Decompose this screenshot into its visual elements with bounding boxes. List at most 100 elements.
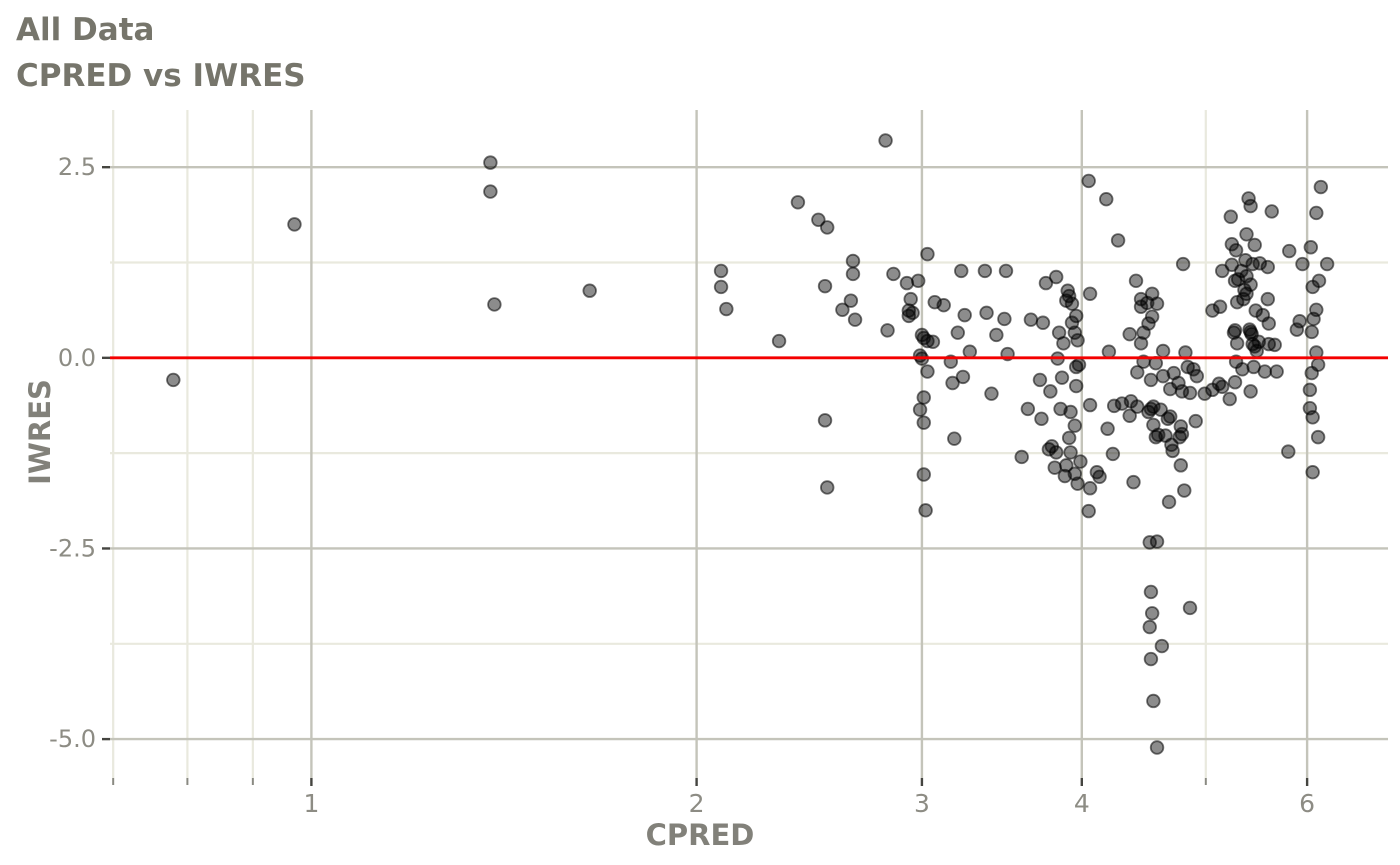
data-point (955, 369, 971, 385)
data-point (1143, 651, 1159, 667)
data-point (916, 467, 931, 482)
data-point (1122, 408, 1137, 423)
data-point (1173, 458, 1188, 473)
data-point (1155, 368, 1171, 384)
data-point (1319, 256, 1335, 272)
data-point (1289, 322, 1305, 337)
data-point (1215, 379, 1230, 395)
data-point (483, 155, 498, 170)
data-point (1302, 382, 1318, 398)
data-point (1304, 324, 1319, 340)
data-point (1153, 402, 1168, 417)
data-point (1063, 445, 1078, 460)
data-point (1239, 227, 1254, 242)
data-point (287, 217, 302, 232)
data-point (1141, 316, 1156, 331)
data-point (1020, 401, 1036, 417)
data-point (582, 283, 597, 298)
data-point (962, 344, 978, 359)
data-point (1149, 534, 1165, 549)
data-point (1243, 198, 1258, 214)
data-point (925, 334, 941, 350)
x-tick-label: 1 (303, 789, 319, 818)
data-point (1133, 336, 1149, 351)
data-point (1247, 237, 1262, 253)
data-point (899, 275, 915, 291)
data-point (1064, 296, 1080, 311)
data-point (1092, 469, 1107, 484)
data-point (1264, 204, 1279, 219)
data-point (713, 263, 729, 279)
data-point (1149, 740, 1165, 755)
data-point (1212, 299, 1228, 314)
data-point (1229, 336, 1245, 351)
data-point (1154, 638, 1170, 654)
data-point (1161, 494, 1177, 510)
plot-subtitle: CPRED vs IWRES (16, 58, 306, 94)
data-point (1230, 272, 1246, 287)
data-point (1081, 503, 1096, 519)
y-tick-label: -2.5 (49, 534, 96, 562)
data-point (1070, 333, 1085, 348)
data-point (1110, 233, 1126, 248)
data-point (166, 372, 181, 388)
data-point (945, 375, 960, 391)
data-point (1281, 444, 1296, 459)
data-point (1128, 273, 1144, 289)
data-point (719, 301, 734, 317)
data-point (918, 503, 933, 518)
data-point (905, 305, 920, 321)
data-point (916, 390, 931, 405)
data-point (1061, 430, 1077, 446)
data-point (1143, 372, 1159, 388)
y-axis-title: IWRES (23, 379, 57, 485)
data-point (1149, 296, 1165, 311)
data-point (1069, 378, 1084, 394)
data-point (1222, 391, 1237, 407)
data-point (1067, 418, 1083, 433)
data-point (1142, 619, 1157, 635)
data-point (1163, 381, 1178, 397)
data-point (1130, 365, 1145, 380)
data-point (1305, 465, 1320, 480)
data-point (1309, 205, 1324, 221)
data-point (1243, 277, 1258, 292)
data-point (1177, 483, 1192, 498)
x-tick-label: 3 (914, 789, 930, 818)
data-point (916, 415, 931, 430)
data-point (977, 263, 993, 279)
data-point (1282, 243, 1297, 259)
data-point (950, 325, 965, 340)
data-point (817, 413, 833, 428)
data-point (1223, 209, 1238, 224)
data-point (1252, 256, 1267, 271)
data-point (1189, 368, 1205, 384)
data-point (713, 279, 729, 295)
data-point (1239, 269, 1254, 284)
data-point (1081, 173, 1096, 189)
data-point (1248, 303, 1263, 318)
data-point (1143, 584, 1159, 600)
data-point (1163, 409, 1178, 424)
data-point (984, 386, 999, 401)
data-point (1155, 343, 1171, 359)
data-point (1105, 446, 1121, 462)
data-point (1227, 323, 1243, 338)
x-tick-label: 4 (1074, 789, 1090, 818)
x-tick-label: 2 (689, 789, 705, 818)
data-point (1235, 362, 1250, 377)
data-point (1099, 192, 1114, 207)
data-point (1197, 386, 1212, 401)
data-point (1146, 693, 1161, 709)
data-point (954, 263, 969, 279)
data-point (1144, 606, 1160, 621)
data-point (997, 311, 1012, 327)
y-tick-label: 2.5 (58, 153, 96, 181)
data-point (1071, 357, 1087, 372)
data-point (1141, 404, 1156, 420)
data-point (1257, 364, 1272, 379)
data-point (1205, 303, 1220, 318)
data-point (1032, 372, 1048, 388)
